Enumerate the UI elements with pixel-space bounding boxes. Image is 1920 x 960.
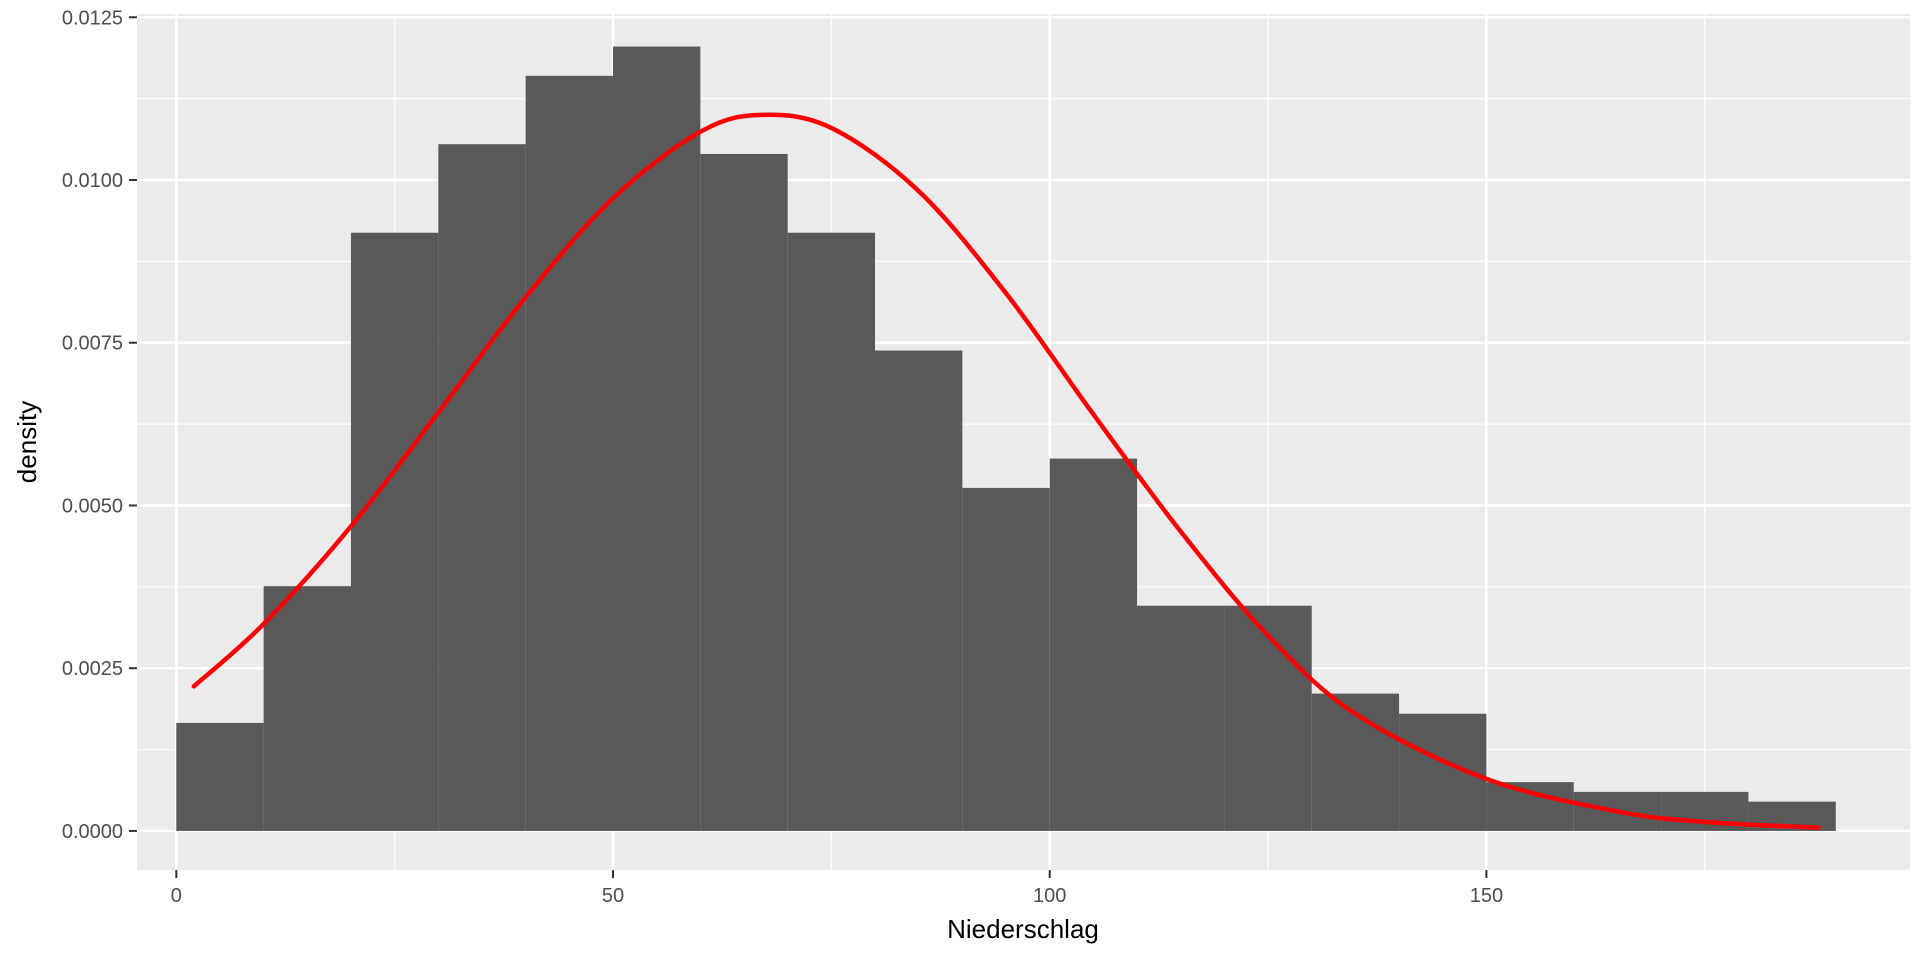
histogram-bar bbox=[1224, 605, 1312, 831]
histogram-bar bbox=[350, 232, 439, 831]
histogram-bar bbox=[263, 586, 351, 831]
histogram-bar bbox=[438, 144, 526, 831]
x-tick-label: 0 bbox=[171, 885, 182, 907]
histogram-bar bbox=[176, 722, 264, 831]
x-axis-title: Niederschlag bbox=[947, 914, 1099, 944]
y-tick-label: 0.0050 bbox=[62, 495, 123, 517]
histogram-bar bbox=[613, 46, 701, 831]
density-curve bbox=[191, 112, 1821, 830]
histogram-bar bbox=[875, 350, 963, 831]
x-tick-label: 150 bbox=[1470, 885, 1503, 907]
y-tick-label: 0.0075 bbox=[62, 333, 123, 355]
histogram-bar bbox=[700, 153, 788, 831]
x-axis: 0 50 100 150 bbox=[171, 870, 1503, 907]
histogram-bar bbox=[787, 232, 876, 831]
histogram-bar bbox=[1049, 458, 1138, 831]
y-tick-label: 0.0000 bbox=[62, 821, 123, 843]
histogram-bars bbox=[176, 46, 1836, 831]
histogram-bar bbox=[1137, 605, 1225, 831]
y-axis: 0.0000 0.0025 0.0050 0.0075 0.0100 0.0125 bbox=[62, 7, 137, 843]
histogram-bar bbox=[1311, 693, 1400, 831]
x-tick-label: 100 bbox=[1033, 885, 1066, 907]
y-tick-label: 0.0100 bbox=[62, 170, 123, 192]
histogram-bar bbox=[1486, 782, 1574, 831]
y-axis-title: density bbox=[12, 401, 42, 483]
y-tick-label: 0.0025 bbox=[62, 658, 123, 680]
histogram-bar bbox=[962, 487, 1050, 831]
y-tick-label: 0.0125 bbox=[62, 7, 123, 29]
histogram-bar bbox=[525, 75, 614, 831]
x-tick-label: 50 bbox=[602, 885, 624, 907]
